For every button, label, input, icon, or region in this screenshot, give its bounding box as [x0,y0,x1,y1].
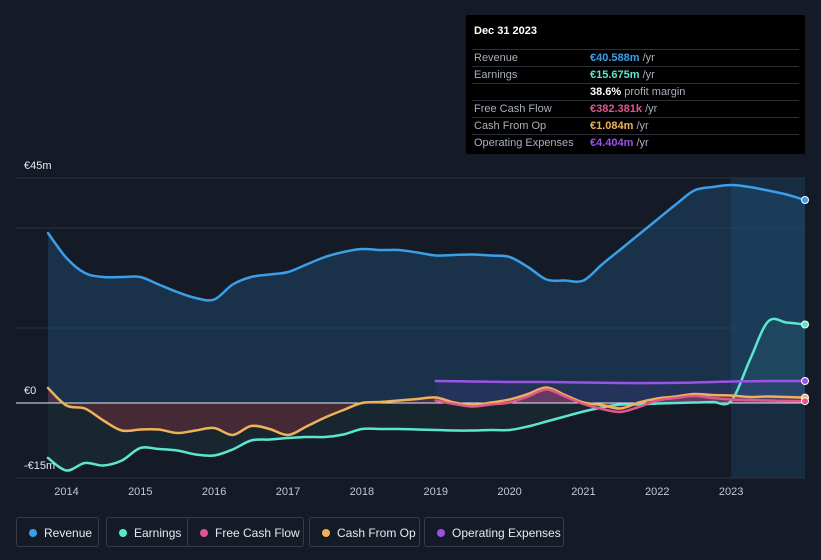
tooltip-value: €40.588m /yr [590,52,655,64]
x-tick-label: 2016 [202,486,226,498]
y-axis-ticks: €45m €0 -€15m [24,160,55,472]
legend-dot-icon [322,529,330,537]
legend-item-free-cash-flow[interactable]: Free Cash Flow [187,517,304,547]
legend-dot-icon [200,529,208,537]
earnings-endpoint [801,320,809,329]
tooltip-value-text: €382.381k [590,103,642,115]
tooltip-suffix: /yr [645,103,658,115]
revenue-area [48,185,805,403]
tooltip-suffix: profit margin [624,86,686,98]
x-axis-ticks: 2014 2015 2016 2017 2018 2019 2020 2021 2022 2023 [54,486,743,498]
tooltip-row: Cash From Op €1.084m /yr [466,117,805,134]
tooltip-value: €1.084m /yr [590,120,649,132]
x-tick-label: 2017 [276,486,300,498]
tooltip-separator [472,100,799,101]
legend-dot-icon [29,529,37,537]
tooltip-value-text: €1.084m [590,120,634,132]
tooltip-separator [472,66,799,67]
legend-label: Operating Expenses [452,526,561,540]
tooltip-value-text: 38.6% [590,86,622,98]
operating-expenses-endpoint [801,377,809,385]
operating-expenses-line [434,379,807,385]
y-tick-label: -€15m [24,460,55,472]
x-tick-label: 2020 [497,486,521,498]
tooltip-separator [472,83,799,84]
tooltip-suffix: /yr [636,120,649,132]
legend-label: Cash From Op [337,526,416,540]
tooltip-separator [472,117,799,118]
tooltip-label: Cash From Op [474,120,547,132]
x-tick-label: 2014 [54,486,78,498]
revenue-endpoint [801,196,809,204]
tooltip-separator [472,134,799,135]
legend-dot-icon [119,529,127,537]
tooltip-separator [472,49,799,50]
legend-item-earnings[interactable]: Earnings [106,517,200,547]
tooltip-value-text: €40.588m [590,52,640,64]
x-tick-label: 2015 [128,486,152,498]
tooltip-value-text: €4.404m [590,137,634,149]
cash-from-op-area [48,387,805,436]
tooltip-label: Operating Expenses [474,137,574,149]
tooltip-suffix: /yr [636,137,649,149]
tooltip-label: Free Cash Flow [474,103,552,115]
free-cash-flow-line [434,388,807,414]
tooltip-panel: Dec 31 2023 Revenue €40.588m /yr Earnings €… [466,15,805,154]
x-tick-label: 2023 [719,486,743,498]
tooltip-value: €15.675m /yr [590,69,655,81]
legend-label: Revenue [44,526,93,540]
cash-from-op-line [46,386,807,437]
tooltip-suffix: /yr [642,52,655,64]
tooltip-row: Earnings €15.675m /yr [466,66,805,83]
revenue-line [46,183,807,302]
x-tick-label: 2019 [423,486,447,498]
forecast-highlight-band [731,178,805,478]
tooltip-row: Free Cash Flow €382.381k /yr [466,100,805,117]
series-lines [46,183,807,472]
x-tick-label: 2021 [571,486,595,498]
tooltip-date: Dec 31 2023 [474,25,537,37]
legend-label: Earnings [134,526,182,540]
tooltip-value: 38.6% profit margin [590,86,685,98]
series-endpoints [801,196,809,406]
legend-item-cash-from-op[interactable]: Cash From Op [309,517,420,547]
tooltip-value: €4.404m /yr [590,137,649,149]
tooltip-suffix: /yr [642,69,655,81]
gridlines [16,177,805,479]
earnings-line [46,317,807,472]
tooltip-label: Revenue [474,52,519,64]
y-tick-label: €0 [24,385,36,397]
free-cash-flow-endpoint [801,397,809,406]
legend-label: Free Cash Flow [215,526,300,540]
y-tick-label: €45m [24,160,52,172]
tooltip-row: Operating Expenses €4.404m /yr [466,134,805,151]
x-tick-label: 2022 [645,486,669,498]
tooltip-row: Revenue €40.588m /yr [466,49,805,66]
legend-dot-icon [437,529,445,537]
tooltip-value: €382.381k /yr [590,103,657,115]
tooltip-row: 38.6% profit margin [466,83,805,100]
legend-item-revenue[interactable]: Revenue [16,517,99,547]
tooltip-value-text: €15.675m [590,69,640,81]
x-tick-label: 2018 [350,486,374,498]
tooltip-label: Earnings [474,69,518,81]
legend-item-operating-expenses[interactable]: Operating Expenses [424,517,564,547]
